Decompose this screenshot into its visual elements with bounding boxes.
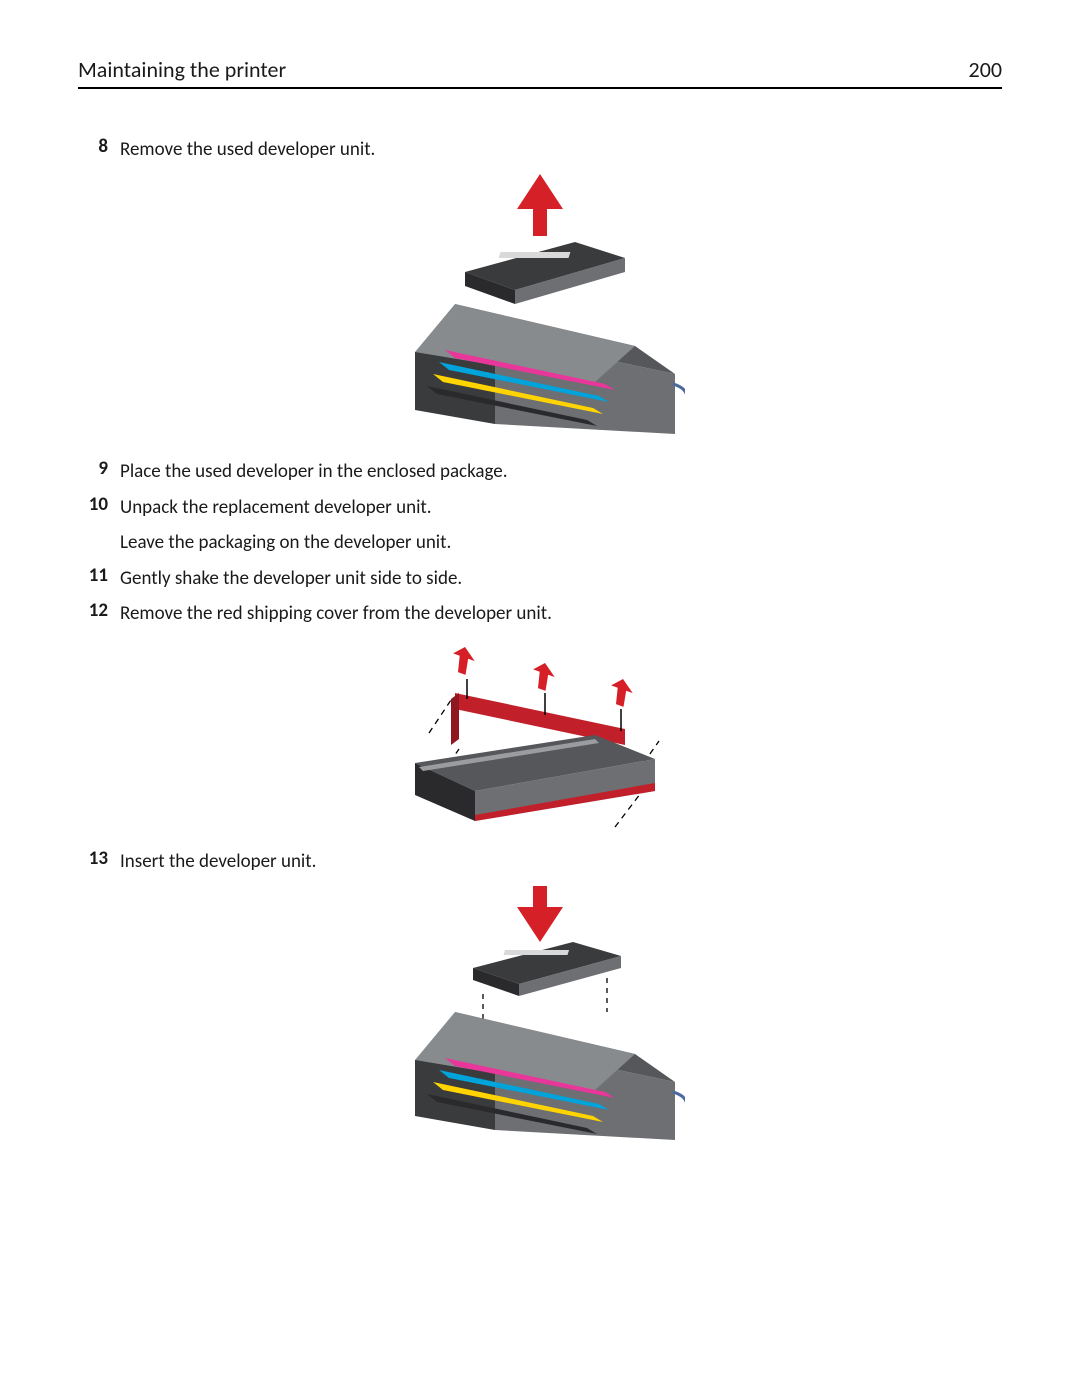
figure-remove-developer — [78, 174, 1002, 439]
steps-list: 8 Remove the used developer unit. — [78, 135, 1002, 1146]
page: Maintaining the printer 200 8 Remove the… — [0, 0, 1080, 1397]
step-number: 12 — [78, 599, 108, 622]
step-row: 13 Insert the developer unit. — [78, 847, 1002, 876]
figure-remove-cover — [78, 639, 1002, 829]
printer-cover-diagram-icon — [395, 639, 685, 829]
step-text: Place the used developer in the enclosed… — [120, 457, 508, 486]
step-row: 11 Gently shake the developer unit side … — [78, 564, 1002, 593]
figure-insert-developer — [78, 886, 1002, 1146]
step-row: 10 Unpack the replacement developer unit… — [78, 493, 1002, 522]
step-number: 13 — [78, 847, 108, 870]
page-number: 200 — [969, 56, 1002, 83]
step-subtext: Leave the packaging on the developer uni… — [120, 528, 1002, 557]
printer-insert-diagram-icon — [395, 886, 685, 1146]
step-text: Insert the developer unit. — [120, 847, 316, 876]
step-row: 12 Remove the red shipping cover from th… — [78, 599, 1002, 628]
step-row: 8 Remove the used developer unit. — [78, 135, 1002, 164]
step-text: Remove the used developer unit. — [120, 135, 375, 164]
page-header: Maintaining the printer 200 — [78, 56, 1002, 89]
step-row: 9 Place the used developer in the enclos… — [78, 457, 1002, 486]
step-text: Gently shake the developer unit side to … — [120, 564, 462, 593]
printer-diagram-icon — [395, 174, 685, 439]
step-number: 11 — [78, 564, 108, 587]
step-text: Remove the red shipping cover from the d… — [120, 599, 552, 628]
step-number: 8 — [78, 135, 108, 158]
section-title: Maintaining the printer — [78, 56, 286, 83]
step-text: Unpack the replacement developer unit. — [120, 493, 432, 522]
step-number: 10 — [78, 493, 108, 516]
step-number: 9 — [78, 457, 108, 480]
